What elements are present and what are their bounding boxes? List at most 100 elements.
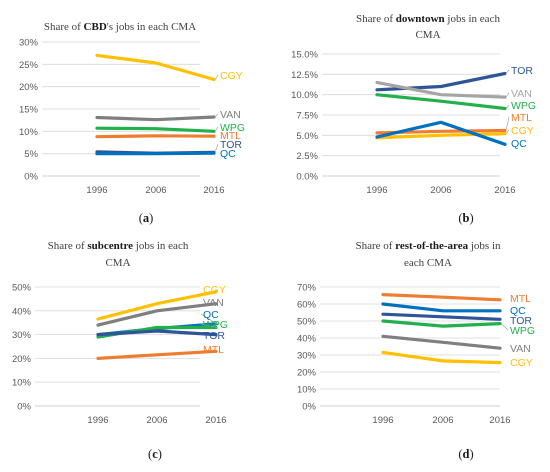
chart-title-text: CMA [105, 257, 130, 269]
y-tick-label: 70% [297, 283, 317, 294]
chart-title: Share of rest-of-the-area jobs in [355, 240, 501, 252]
x-tick-label: 2006 [432, 415, 453, 426]
series-line-tor [375, 71, 507, 92]
y-tick-label: 40% [297, 334, 317, 345]
chart-panel-d: Share of rest-of-the-area jobs in each CM… [297, 240, 535, 461]
series-line-cgy [95, 53, 216, 82]
panel-caption: (c) [148, 447, 162, 461]
series-label-van: VAN [220, 109, 241, 121]
x-tick-label: 2016 [203, 185, 224, 196]
series-line-cgy [381, 350, 502, 365]
series-label-mtl: MTL [220, 130, 241, 142]
x-tick-label: 2006 [145, 185, 166, 196]
x-tick-label: 2016 [205, 415, 226, 426]
label-leader-line [214, 143, 219, 153]
series-line-wpg [95, 126, 216, 133]
caption-paren: ( [458, 447, 462, 461]
series-line-wpg [381, 319, 502, 328]
chart-panel-c: Share of subcentre jobs in each CMA 0% 10% 2… [12, 240, 228, 461]
caption-paren: ( [458, 211, 462, 225]
series-label-tor: TOR [511, 65, 533, 77]
caption-paren: ) [469, 447, 473, 461]
y-tick-label: 15% [19, 105, 39, 116]
label-leader-line [214, 113, 219, 118]
y-tick-label: 25% [19, 60, 39, 71]
label-leader-line [214, 126, 219, 132]
chart-title-text: 's jobs in each CMA [107, 21, 196, 33]
series-label-cgy: CGY [203, 284, 226, 296]
chart-title-emphasis: subcentre [87, 240, 133, 252]
y-tick-label: 5% [24, 149, 38, 160]
y-tick-label: 0% [17, 402, 31, 413]
chart-title-text: jobs in each [133, 240, 189, 252]
caption-letter: d [463, 447, 470, 461]
series-label-tor: TOR [510, 315, 532, 327]
chart-title-line2: CMA [105, 257, 130, 269]
series-label-mtl: MTL [203, 344, 224, 356]
series-line-cgy [375, 132, 507, 140]
series-label-tor: TOR [203, 330, 225, 342]
chart-title: Share of CBD's jobs in each CMA [44, 21, 196, 33]
y-tick-label: 10% [12, 378, 32, 389]
chart-title-emphasis: downtown [396, 13, 445, 25]
series-label-wpg: WPG [220, 122, 245, 134]
x-tick-label: 2006 [146, 415, 167, 426]
x-tick-label: 1996 [87, 415, 108, 426]
panel-caption: (d) [458, 447, 473, 461]
series-line-tor [381, 312, 502, 321]
chart-title-text: Share of [44, 21, 84, 33]
x-tick-label: 2016 [489, 415, 510, 426]
y-tick-label: 10.0% [291, 90, 318, 101]
series-label-mtl: MTL [510, 293, 531, 305]
x-tick-label: 1996 [372, 415, 393, 426]
y-tick-label: 60% [297, 300, 317, 311]
series-label-wpg: WPG [510, 325, 535, 337]
y-tick-label: 50% [12, 283, 32, 294]
label-leader-line [214, 74, 219, 80]
series-line-van [95, 115, 216, 122]
series-line-tor [96, 329, 218, 337]
caption-paren: ( [139, 211, 143, 225]
y-tick-label: 20% [19, 82, 39, 93]
label-leader-line [200, 313, 218, 325]
caption-paren: ( [148, 447, 152, 461]
panel-caption: (b) [458, 211, 473, 225]
chart-title-text: jobs in [468, 240, 501, 252]
series-line-mtl [381, 293, 502, 302]
y-tick-label: 7.5% [296, 111, 318, 122]
chart-title-text: each CMA [404, 257, 452, 269]
y-tick-label: 30% [19, 38, 39, 49]
series-label-cgy: CGY [220, 70, 243, 82]
chart-title-text: Share of [356, 13, 396, 25]
y-tick-label: 5.0% [296, 131, 318, 142]
caption-paren: ) [469, 211, 473, 225]
y-tick-label: 10% [297, 385, 317, 396]
series-line-van [381, 334, 502, 350]
series-line-mtl [96, 349, 218, 360]
chart-title-text: jobs in each [445, 13, 501, 25]
x-tick-label: 1996 [366, 185, 387, 196]
series-label-van: VAN [510, 343, 531, 355]
x-tick-label: 1996 [86, 185, 107, 196]
series-line-mtl [95, 134, 216, 139]
label-leader-line [505, 104, 510, 109]
series-line-van [96, 302, 218, 327]
label-leader-line [505, 69, 510, 74]
y-tick-label: 30% [12, 330, 32, 341]
series-label-tor: TOR [220, 139, 242, 151]
series-label-wpg: WPG [203, 319, 228, 331]
caption-letter: a [143, 211, 150, 225]
y-tick-label: 40% [12, 306, 32, 317]
series-line-qc [381, 302, 502, 313]
chart-title: Share of subcentre jobs in each [48, 240, 189, 252]
series-label-van: VAN [203, 297, 224, 309]
label-leader-line [505, 92, 510, 98]
chart-title-emphasis: CBD [84, 21, 107, 33]
series-label-cgy: CGY [511, 125, 534, 137]
series-line-qc [375, 120, 507, 146]
caption-letter: c [152, 447, 158, 461]
chart-title-text: CMA [415, 29, 440, 41]
series-label-cgy: CGY [510, 357, 533, 369]
y-tick-label: 0.0% [296, 172, 318, 183]
